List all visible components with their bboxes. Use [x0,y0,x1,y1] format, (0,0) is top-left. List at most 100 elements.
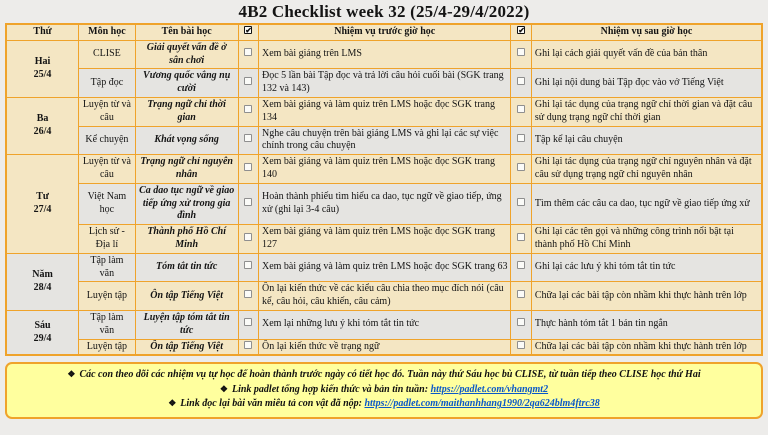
day-date: 27/4 [33,203,52,215]
lesson-title-cell: Tóm tắt tin tức [134,252,239,283]
checked-checkbox-icon [244,26,253,35]
lesson-title-cell: Vương quốc vắng nụ cười [134,68,239,98]
empty-checkbox-icon[interactable] [517,133,526,142]
table-row: Luyện tập Ôn tập Tiếng Việt Ôn lại kiến th… [6,281,763,311]
subject-cell: Việt Nam học [78,182,136,226]
empty-checkbox-icon[interactable] [244,133,253,142]
day-date: 28/4 [33,281,52,293]
checklist-table: Thứ Môn học Tên bài học Nhiệm vụ trước g… [5,23,763,357]
diamond-bullet-icon: ❖ [219,383,228,394]
footer-link-line-1: ❖ Link padlet tổng hợp kiến thức và bản t… [13,383,755,398]
day-date: 26/4 [33,126,52,138]
empty-checkbox-icon[interactable] [517,162,526,171]
task-after-cell: Thực hành tóm tắt 1 bản tin ngắn [530,309,763,340]
checklist-body: Hai 25/4 CLISE Giải quyết vấn đề ở sân chơi… [5,39,763,356]
day-cell: Năm 28/4 [5,252,80,311]
table-row: Tư 27/4 Luyện từ và câu Trạng ngữ chỉ nguyê… [5,154,763,254]
day-label: Năm [32,269,53,281]
empty-checkbox-icon[interactable] [517,340,526,349]
padlet-link-2[interactable]: https://padlet.com/maithanhhang1990/2qa6… [364,398,600,410]
empty-checkbox-icon[interactable] [244,162,253,171]
empty-checkbox-icon[interactable] [517,76,526,85]
subject-cell: Luyện tập [78,281,136,311]
diamond-bullet-icon: ❖ [67,369,76,380]
column-header-check-after [510,23,532,41]
after-checkbox-cell [510,224,532,254]
lesson-title-cell: Khát vọng sống [134,125,239,156]
diamond-bullet-icon: ❖ [168,398,177,409]
before-checkbox-cell [237,39,259,70]
empty-checkbox-icon[interactable] [517,318,526,327]
day-label: Sáu [34,319,51,331]
table-row: Luyện tập Ôn tập Tiếng Việt Ôn lại kiến th… [6,338,763,356]
empty-checkbox-icon[interactable] [244,289,253,298]
task-before-cell: Xem bài giảng và làm quiz trên LMS hoặc … [257,224,512,254]
day-label: Ba [36,113,49,125]
footer-link-1-label: Link padlet tổng hợp kiến thức và bản ti… [231,383,429,395]
task-before-cell: Đọc 5 lần bài Tập đọc và trả lời câu hỏi… [257,68,512,98]
empty-checkbox-icon[interactable] [244,105,253,114]
table-row: Lịch sử - Địa lí Thành phố Hồ Chí Minh Xem… [6,224,763,254]
before-checkbox-cell [237,338,259,356]
day-label: Tư [36,191,49,203]
subject-cell: Luyện tập [78,338,136,356]
before-checkbox-cell [237,281,259,311]
subject-cell: Luyện từ và câu [78,154,136,184]
subject-cell: Tập đọc [78,68,136,98]
after-checkbox-cell [510,182,532,226]
empty-checkbox-icon[interactable] [244,261,253,270]
task-after-cell: Ghi lại tác dụng của trạng ngữ chỉ thời … [530,96,763,127]
before-checkbox-cell [237,252,259,283]
table-row: Sáu 29/4 Tập làm văn Luyện tập tóm tắt tin … [5,309,763,356]
subject-cell: CLISE [78,39,136,70]
empty-checkbox-icon[interactable] [517,232,526,241]
footer-note-text: Các con theo dõi các nhiệm vụ tự học để … [79,369,701,381]
table-row: Ba 26/4 Luyện từ và câu Trạng ngữ chỉ thời … [5,96,763,156]
empty-checkbox-icon[interactable] [517,48,526,57]
empty-checkbox-icon[interactable] [244,232,253,241]
padlet-link-1[interactable]: https://padlet.com/vhangmt2 [430,383,549,395]
day-cell: Hai 25/4 [5,39,80,98]
table-row: Việt Nam học Ca dao tục ngữ về giao tiếp … [6,182,763,226]
lesson-title-cell: Giải quyết vấn đề ở sân chơi [134,39,239,70]
empty-checkbox-icon[interactable] [244,340,253,349]
task-after-cell: Ghi lại tác dụng của trạng ngữ chỉ nguyê… [530,154,763,184]
empty-checkbox-icon[interactable] [244,197,253,206]
after-checkbox-cell [510,96,532,127]
empty-checkbox-icon[interactable] [517,289,526,298]
after-checkbox-cell [510,68,532,98]
subject-cell: Tập làm văn [78,309,136,340]
empty-checkbox-icon[interactable] [244,318,253,327]
after-checkbox-cell [510,252,532,283]
lesson-title-cell: Trạng ngữ chỉ nguyên nhân [134,154,239,184]
empty-checkbox-icon[interactable] [244,48,253,57]
column-header-lesson: Tên bài học [134,23,239,41]
page-title: 4B2 Checklist week 32 (25/4-29/4/2022) [238,2,530,21]
before-checkbox-cell [237,224,259,254]
checked-checkbox-icon [517,26,526,35]
empty-checkbox-icon[interactable] [517,261,526,270]
empty-checkbox-icon[interactable] [517,197,526,206]
lesson-title-cell: Trạng ngữ chỉ thời gian [134,96,239,127]
before-checkbox-cell [237,182,259,226]
day-date: 25/4 [33,68,52,80]
footer-link-line-2: ❖ Link đọc lại bài văn miêu tả con vật đã… [13,397,755,412]
column-header-after: Nhiệm vụ sau giờ học [530,23,763,41]
empty-checkbox-icon[interactable] [517,105,526,114]
column-header-check-before [237,23,259,41]
column-header-subject: Môn học [78,23,136,41]
before-checkbox-cell [237,68,259,98]
after-checkbox-cell [510,125,532,156]
empty-checkbox-icon[interactable] [244,76,253,85]
task-after-cell: Tìm thêm các câu ca dao, tục ngữ về giao… [530,182,763,226]
task-before-cell: Xem bài giảng trên LMS [257,39,512,70]
after-checkbox-cell [510,154,532,184]
footer-note-box: ❖ Các con theo dõi các nhiệm vụ tự học để… [5,362,763,419]
table-row: Tập đọc Vương quốc vắng nụ cười Đọc 5 lần … [6,68,763,98]
table-row: Kể chuyện Khát vọng sống Nghe câu chuyện t… [6,125,763,156]
before-checkbox-cell [237,125,259,156]
lesson-title-cell: Thành phố Hồ Chí Minh [134,224,239,254]
day-cell: Ba 26/4 [5,96,80,156]
lesson-title-cell: Luyện tập tóm tắt tin tức [134,309,239,340]
task-before-cell: Xem bài giảng và làm quiz trên LMS hoặc … [257,154,512,184]
